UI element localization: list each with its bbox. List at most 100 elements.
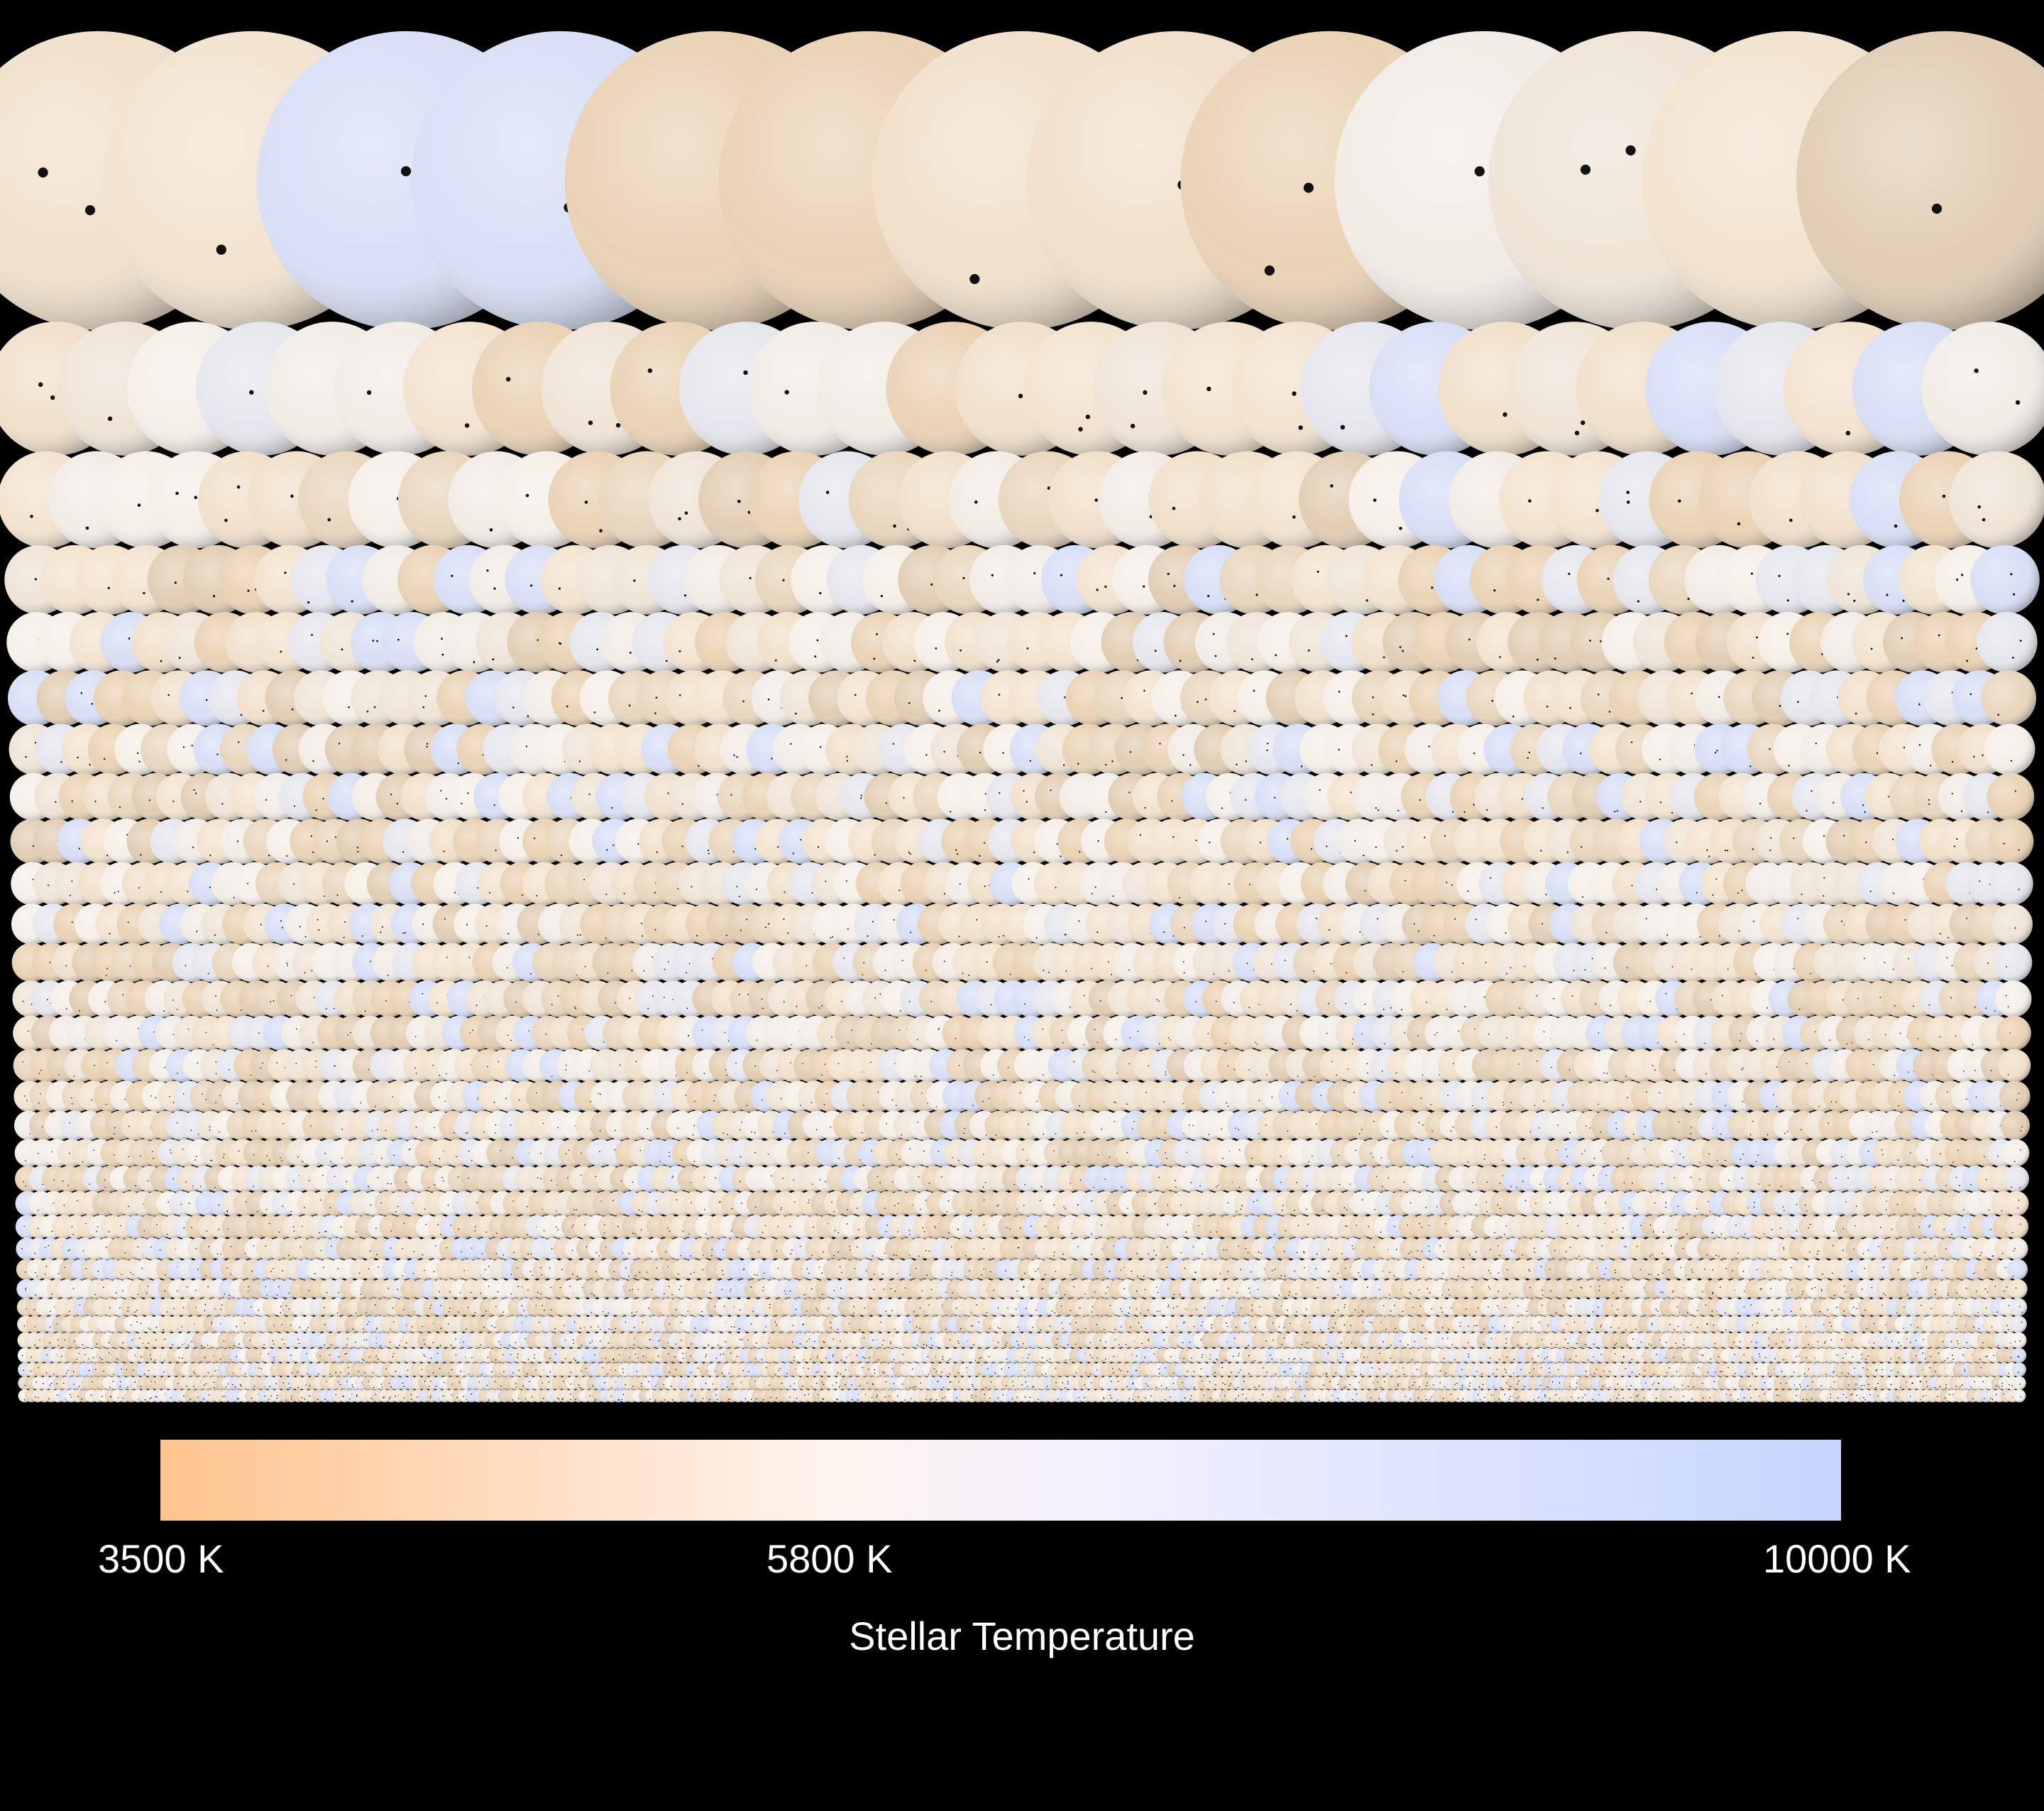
transit-dot <box>50 395 55 400</box>
transit-dot <box>167 694 170 696</box>
transit-dot <box>1749 765 1751 767</box>
transit-dot <box>1855 713 1857 715</box>
transit-dot <box>908 702 911 704</box>
transit-dot <box>886 802 887 804</box>
transit-dot <box>35 578 37 580</box>
transit-dot <box>633 579 635 581</box>
transit-dot <box>2016 400 2020 405</box>
transit-dot <box>1131 424 1135 428</box>
transit-dot <box>94 801 96 802</box>
transit-dot <box>1886 593 1888 596</box>
transit-dot <box>1233 711 1236 713</box>
transit-dot <box>648 368 652 373</box>
transit-dot <box>1788 765 1789 766</box>
transit-dot <box>473 661 476 663</box>
transit-dot <box>1977 505 1981 509</box>
transit-dot <box>1639 801 1641 802</box>
transit-dot <box>962 577 965 579</box>
transit-dot <box>1542 807 1544 809</box>
transit-dot <box>1419 799 1421 801</box>
transit-dot <box>265 799 267 801</box>
transit-dot <box>1527 757 1529 759</box>
transit-dot <box>1779 575 1781 577</box>
transit-dot <box>1627 500 1630 504</box>
transit-dot <box>1751 572 1753 574</box>
star-shading <box>1981 670 2036 726</box>
transit-dot <box>826 491 830 494</box>
transit-dot <box>1366 599 1368 601</box>
transit-dot <box>1846 431 1850 435</box>
star-shading <box>1984 724 2035 775</box>
transit-dot <box>376 640 378 642</box>
star-grid <box>0 31 2044 1402</box>
transit-dot <box>999 694 1001 696</box>
transit-dot <box>1375 807 1377 809</box>
transit-dot <box>1265 266 1275 275</box>
transit-dot <box>1429 745 1430 747</box>
transit-dot <box>1499 656 1501 658</box>
transit-dot <box>736 756 737 757</box>
transit-dot <box>390 794 392 795</box>
transit-dot <box>427 743 428 745</box>
transit-dot <box>1292 515 1296 519</box>
transit-dot <box>440 790 441 792</box>
transit-dot <box>1130 751 1131 753</box>
transit-dot <box>881 595 883 597</box>
transit-dot <box>1330 484 1334 488</box>
transit-dot <box>322 798 324 799</box>
transit-dot <box>1581 165 1590 175</box>
transit-dot <box>307 601 309 603</box>
transit-dot <box>820 746 821 748</box>
transit-dot <box>847 760 848 762</box>
transit-dot <box>1155 650 1157 652</box>
transit-dot <box>441 638 443 640</box>
transit-dot <box>1982 518 1986 522</box>
transit-dot <box>1159 743 1160 744</box>
transit-dot <box>938 710 940 712</box>
transit-dot <box>238 741 239 743</box>
transit-dot <box>974 500 978 504</box>
transit-dot <box>1475 166 1485 176</box>
transit-dot <box>1033 572 1035 574</box>
transit-dot <box>77 757 78 758</box>
star-shading <box>1977 612 2037 672</box>
transit-dot <box>1464 811 1466 813</box>
transit-dot <box>1452 811 1454 812</box>
transit-dot <box>1691 693 1693 695</box>
transit-dot <box>730 794 732 796</box>
transit-dot <box>943 751 945 753</box>
transit-dot <box>768 699 770 701</box>
transit-dot <box>679 694 681 696</box>
transit-dot <box>742 701 744 703</box>
transit-dot <box>1304 182 1314 192</box>
transit-dot <box>1815 743 1817 744</box>
transit-dot <box>426 746 427 748</box>
transit-dot <box>1918 704 1921 706</box>
transit-dot <box>1998 714 2000 716</box>
transit-dot <box>1213 633 1215 635</box>
transit-dot <box>2013 593 2015 596</box>
transit-dot <box>183 746 185 748</box>
transit-dot <box>1086 415 1090 419</box>
transit-dot <box>1319 789 1321 791</box>
transit-dot <box>85 205 95 215</box>
transit-dot <box>873 658 875 660</box>
transit-dot <box>1267 743 1268 744</box>
transit-dot <box>685 511 688 515</box>
transit-dot <box>1554 657 1556 660</box>
transit-dot <box>930 584 933 586</box>
transit-dot <box>1486 809 1488 811</box>
transit-dot <box>1952 761 1953 762</box>
transit-dot <box>490 528 493 532</box>
transit-dot <box>213 595 215 597</box>
transit-dot <box>327 518 331 522</box>
transit-dot <box>175 492 179 496</box>
transit-dot <box>1901 638 1903 640</box>
transit-dot <box>1060 574 1062 576</box>
transit-dot <box>749 577 752 579</box>
transit-dot <box>1468 639 1471 641</box>
transit-dot <box>1405 695 1407 697</box>
transit-dot <box>925 754 927 755</box>
transit-dot <box>1128 792 1130 793</box>
transit-dot <box>104 758 105 760</box>
